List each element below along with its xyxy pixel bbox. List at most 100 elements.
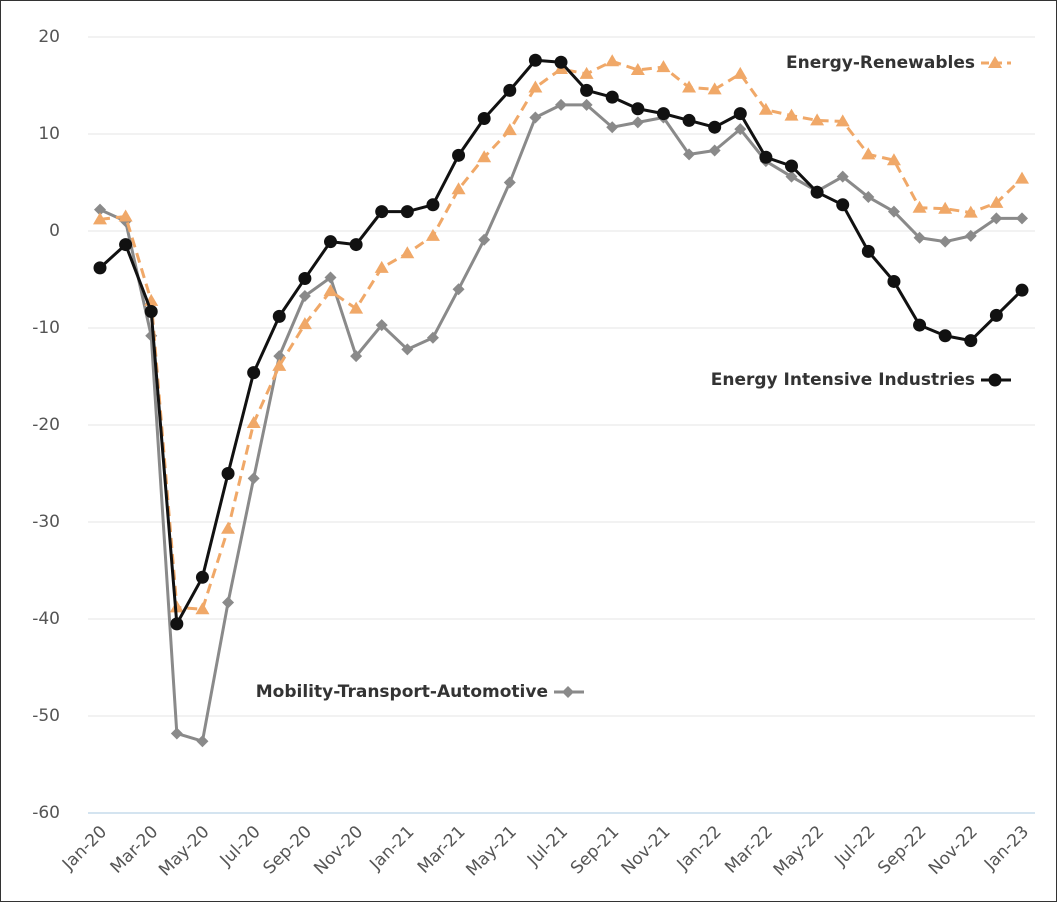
data-point [401, 343, 414, 356]
data-point [350, 350, 363, 363]
data-point [94, 203, 106, 216]
data-point [656, 107, 670, 121]
y-tick-label: -20 [32, 415, 60, 435]
data-point [93, 261, 107, 275]
x-tick-label: Jul-21 [523, 822, 572, 871]
legend-marker [988, 373, 1002, 387]
x-tick-label: Jan-22 [673, 822, 726, 875]
data-point [784, 108, 799, 121]
data-point [477, 111, 491, 125]
data-point [375, 205, 389, 219]
data-point [247, 366, 261, 380]
data-point [555, 98, 567, 111]
data-point [836, 170, 849, 183]
data-point [119, 238, 133, 252]
data-point [963, 205, 978, 218]
data-point [862, 191, 875, 204]
data-point [733, 66, 748, 79]
data-point [554, 55, 568, 69]
data-point [810, 113, 825, 126]
x-tick-label: Jan-20 [58, 822, 111, 875]
data-point [707, 82, 722, 95]
data-point [349, 238, 363, 252]
y-tick-label: -40 [32, 609, 60, 629]
data-point [478, 233, 491, 246]
x-tick-label: May-21 [462, 822, 520, 880]
data-point [195, 570, 209, 584]
x-tick-label: Jan-21 [365, 822, 418, 875]
data-point [247, 472, 260, 485]
data-point [785, 159, 798, 173]
data-point [734, 123, 747, 136]
data-point [758, 102, 773, 115]
data-point [708, 120, 722, 134]
data-point [605, 54, 620, 67]
data-point [861, 244, 875, 258]
data-point [170, 727, 183, 740]
data-point [452, 148, 466, 162]
y-tick-label: 20 [38, 27, 60, 47]
data-point [426, 198, 440, 212]
data-point [528, 80, 543, 93]
data-point [631, 102, 645, 116]
data-point [989, 308, 1003, 322]
data-point [196, 735, 209, 748]
series-label: Energy-Renewables [786, 53, 975, 73]
y-tick-label: 10 [38, 124, 60, 144]
x-tick-label: Sep-21 [567, 822, 623, 878]
data-point [836, 198, 850, 212]
data-point [606, 121, 619, 134]
x-tick-label: Jan-23 [980, 822, 1033, 875]
series-label: Energy Intensive Industries [711, 370, 975, 390]
data-point [118, 209, 133, 222]
data-point [913, 318, 927, 332]
y-tick-label: -30 [32, 512, 60, 532]
data-point [477, 150, 492, 163]
data-point [502, 123, 517, 136]
data-point [912, 200, 927, 213]
data-point [1015, 283, 1029, 297]
data-point [939, 235, 952, 248]
data-point [1016, 212, 1028, 225]
data-point [1015, 171, 1029, 184]
data-point [759, 150, 773, 164]
data-point [580, 83, 594, 97]
x-tick-label: Sep-20 [260, 822, 316, 878]
data-point [528, 53, 542, 67]
data-point [580, 98, 593, 111]
y-tick-label: -50 [32, 706, 60, 726]
x-tick-label: Mar-22 [721, 822, 777, 878]
x-tick-label: Jul-20 [216, 822, 265, 871]
data-point [221, 521, 236, 534]
series-line [99, 59, 1024, 611]
data-point [605, 90, 619, 104]
data-point [964, 334, 978, 348]
data-point [938, 329, 952, 343]
data-point [990, 212, 1003, 225]
data-point [835, 114, 850, 127]
data-point [298, 272, 312, 286]
data-point [887, 205, 900, 218]
y-tick-label: -60 [32, 803, 60, 823]
series-line [98, 58, 1024, 626]
legend-marker [988, 56, 1002, 68]
data-point [887, 274, 901, 288]
data-point [913, 231, 926, 244]
x-tick-label: Jul-22 [830, 822, 879, 871]
data-point [425, 228, 440, 241]
data-point [708, 144, 721, 157]
data-point [630, 62, 645, 75]
x-tick-label: May-22 [770, 822, 828, 880]
x-tick-label: Nov-20 [310, 822, 367, 879]
data-point [374, 260, 389, 273]
data-point [426, 331, 439, 344]
data-point [400, 205, 414, 219]
data-point [682, 113, 696, 127]
data-point [733, 107, 747, 121]
x-tick-label: Mar-20 [107, 822, 163, 878]
data-point [400, 246, 415, 259]
data-point [451, 182, 466, 195]
data-point [682, 80, 697, 93]
data-point [297, 317, 312, 330]
data-point [503, 83, 517, 97]
